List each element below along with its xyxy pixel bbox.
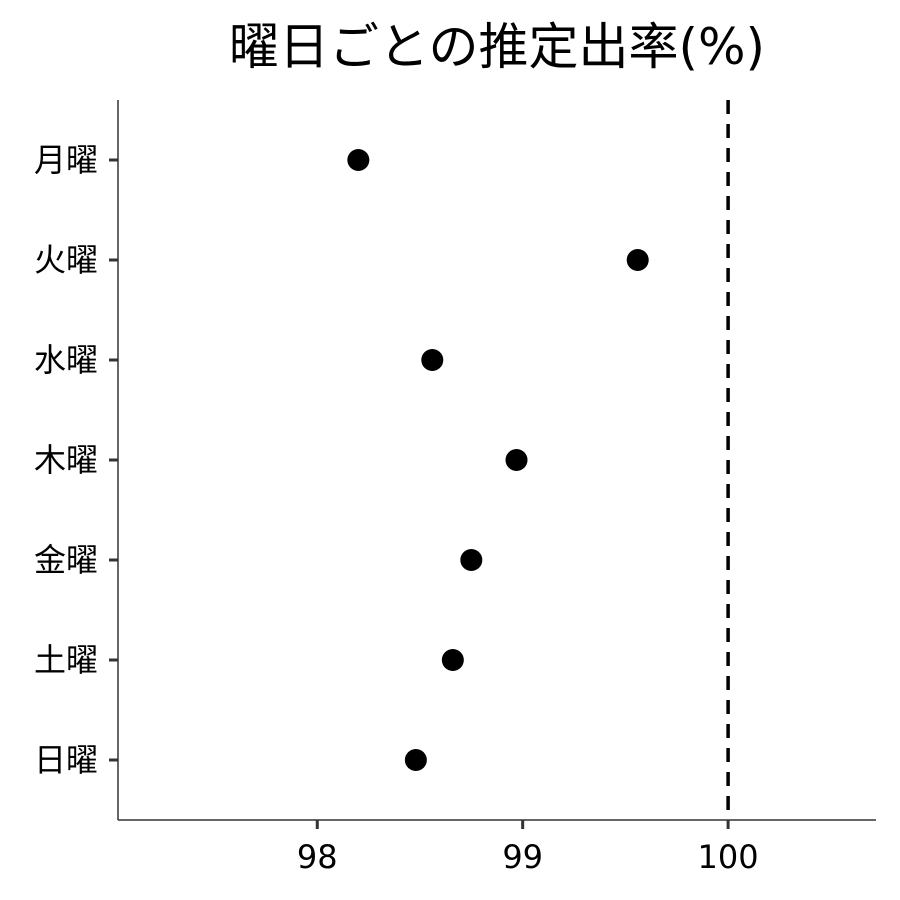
data-point — [347, 149, 370, 171]
y-tick-label: 金曜 — [34, 541, 98, 579]
y-tick-label: 日曜 — [34, 741, 98, 779]
y-tick-label: 月曜 — [34, 141, 98, 179]
y-tick-label: 木曜 — [34, 441, 98, 479]
data-point — [421, 349, 444, 371]
x-tick-label: 99 — [502, 838, 543, 876]
x-tick-label: 100 — [698, 838, 759, 876]
x-tick-label: 98 — [297, 838, 338, 876]
data-point — [460, 549, 483, 571]
data-point — [505, 449, 528, 471]
y-tick-label: 火曜 — [34, 241, 98, 279]
chart-title: 曜日ごとの推定出率(%) — [229, 18, 765, 76]
y-tick-label: 土曜 — [34, 641, 98, 679]
data-point — [404, 749, 427, 771]
y-tick-label: 水曜 — [34, 341, 98, 379]
data-point — [441, 649, 464, 671]
data-point — [626, 249, 649, 271]
